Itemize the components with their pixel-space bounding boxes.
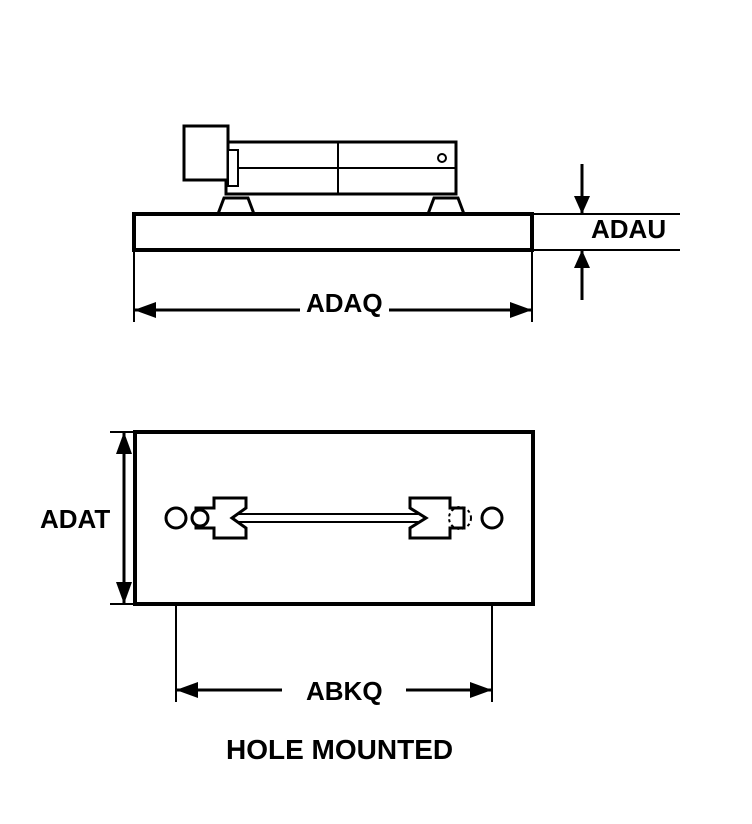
label-adaq: ADAQ	[300, 288, 389, 319]
dim-adat	[110, 432, 135, 604]
label-adau: ADAU	[591, 214, 666, 245]
diagram-title: HOLE MOUNTED	[226, 734, 453, 766]
top-view	[135, 432, 533, 604]
side-view	[134, 126, 532, 250]
label-adat: ADAT	[40, 504, 110, 535]
label-abkq: ABKQ	[300, 676, 389, 707]
